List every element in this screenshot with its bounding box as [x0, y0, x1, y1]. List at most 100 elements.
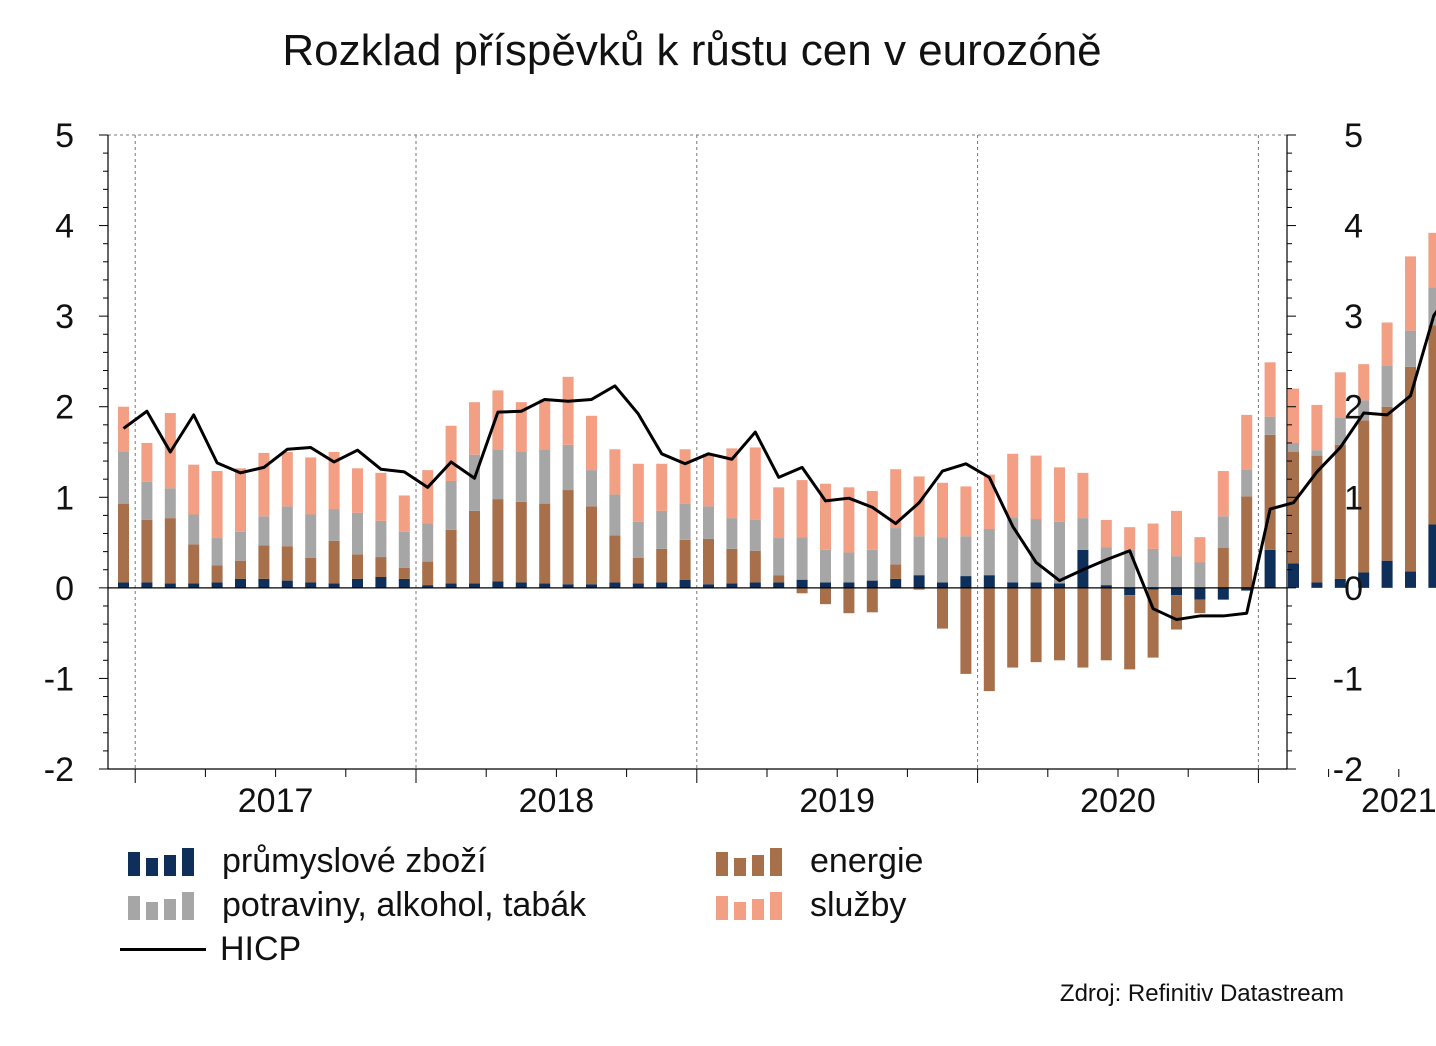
bar-segment: [632, 557, 644, 584]
bar-segment: [1311, 404, 1323, 451]
bar-segment: [1171, 587, 1182, 596]
bar-segment: [960, 576, 972, 588]
bar-segment: [586, 470, 597, 507]
bar-segment: [188, 514, 200, 545]
bar-segment: [1381, 365, 1393, 407]
bar-segment: [937, 587, 948, 629]
bar-segment: [539, 449, 551, 504]
bar-segment: [749, 550, 761, 583]
bar-segment: [1030, 587, 1042, 663]
bar-segment: [1311, 455, 1323, 583]
bar-segment: [398, 531, 410, 568]
y-tick-label-right: -2: [1333, 751, 1363, 789]
bar-segment: [890, 578, 902, 588]
bar-segment: [1171, 556, 1182, 588]
bar-segment: [632, 463, 644, 522]
bar-segment: [843, 552, 855, 583]
bar-segment: [703, 453, 714, 507]
x-year-label: 2020: [1080, 782, 1156, 820]
bar-segment: [305, 557, 317, 583]
y-tick-label-right: 3: [1344, 298, 1363, 336]
bar-segment: [515, 501, 527, 583]
bar-segment: [1171, 510, 1182, 557]
bar-segment: [1194, 599, 1206, 614]
bar-segment: [1288, 442, 1299, 452]
bar-segment: [375, 557, 387, 577]
bar-segment: [1358, 364, 1370, 401]
bar-segment: [1405, 330, 1416, 367]
bar-segment: [960, 587, 972, 674]
bar-segment: [937, 537, 948, 583]
bar-segment: [235, 531, 246, 561]
bar-segment: [632, 583, 644, 588]
bar-segment: [1405, 366, 1416, 572]
bar-segment: [562, 444, 574, 491]
bar-segment: [796, 480, 808, 538]
bar-segment: [632, 521, 644, 558]
bar-segment: [1264, 416, 1276, 435]
legend-item-potraviny: potraviny, alkohol, tabák: [128, 886, 586, 925]
bar-segment: [539, 399, 551, 450]
legend-label: potraviny, alkohol, tabák: [222, 886, 587, 924]
bar-segment: [164, 488, 176, 519]
bar-segment: [609, 494, 621, 536]
bar-segment: [609, 449, 621, 495]
bar-segment: [1054, 467, 1065, 522]
bar-segment: [328, 452, 340, 510]
bar-segment: [235, 578, 246, 588]
bar-segment: [258, 578, 270, 588]
bar-segment: [1077, 518, 1089, 550]
bar-segment: [1405, 256, 1416, 331]
legend-item-prumyslove-zbozi: průmyslové zboží: [128, 842, 487, 881]
bar-segment: [913, 476, 925, 537]
bar-segment: [656, 582, 668, 588]
bar-segment: [469, 402, 480, 455]
bar-segment: [796, 537, 808, 580]
bar-segment: [1124, 595, 1136, 670]
bar-segment: [703, 538, 714, 585]
bar-segment: [141, 519, 153, 583]
bar-segment: [890, 528, 902, 565]
bar-segment: [141, 442, 153, 482]
bar-segment: [866, 490, 878, 550]
bar-segment: [305, 582, 317, 588]
bar-segment: [679, 539, 691, 580]
bar-segment: [1241, 496, 1253, 588]
bar-segment: [983, 474, 995, 529]
bar-segment: [422, 523, 434, 562]
y-tick-label-left: -2: [44, 751, 74, 789]
bar-segment: [913, 536, 925, 576]
bar-segment: [118, 452, 129, 504]
bar-segment: [469, 583, 480, 588]
bar-segment: [1217, 548, 1229, 588]
x-year-label: 2017: [238, 782, 314, 820]
y-tick-label-left: 4: [55, 208, 74, 246]
bar-segment: [211, 582, 223, 588]
bar-segment: [1264, 549, 1276, 588]
bar-segment: [773, 487, 785, 539]
legend-label: energie: [810, 842, 924, 880]
bar-segment: [1030, 582, 1042, 588]
bar-segment: [1100, 585, 1112, 588]
bar-segment: [1124, 549, 1136, 588]
bar-segment: [375, 472, 387, 521]
y-tick-label-left: 2: [55, 389, 74, 427]
bar-segment: [866, 580, 878, 588]
bar-segment: [375, 520, 387, 558]
y-tick-label-right: 0: [1344, 570, 1363, 608]
bar-segment: [211, 565, 223, 583]
bar-segment: [1147, 548, 1159, 588]
bar-segment: [820, 549, 831, 583]
bar-segment: [1288, 563, 1299, 588]
bar-segment: [820, 587, 831, 605]
bar-segment: [515, 402, 527, 452]
bar-segment: [656, 510, 668, 549]
bar-segment: [188, 464, 200, 515]
bar-segment: [352, 578, 363, 588]
bar-segment: [1007, 453, 1019, 518]
bar-segment: [1194, 537, 1206, 563]
bar-segment: [398, 495, 410, 532]
bar-segment: [726, 518, 738, 549]
legend-label: služby: [810, 886, 907, 924]
bar-segment: [890, 564, 902, 579]
